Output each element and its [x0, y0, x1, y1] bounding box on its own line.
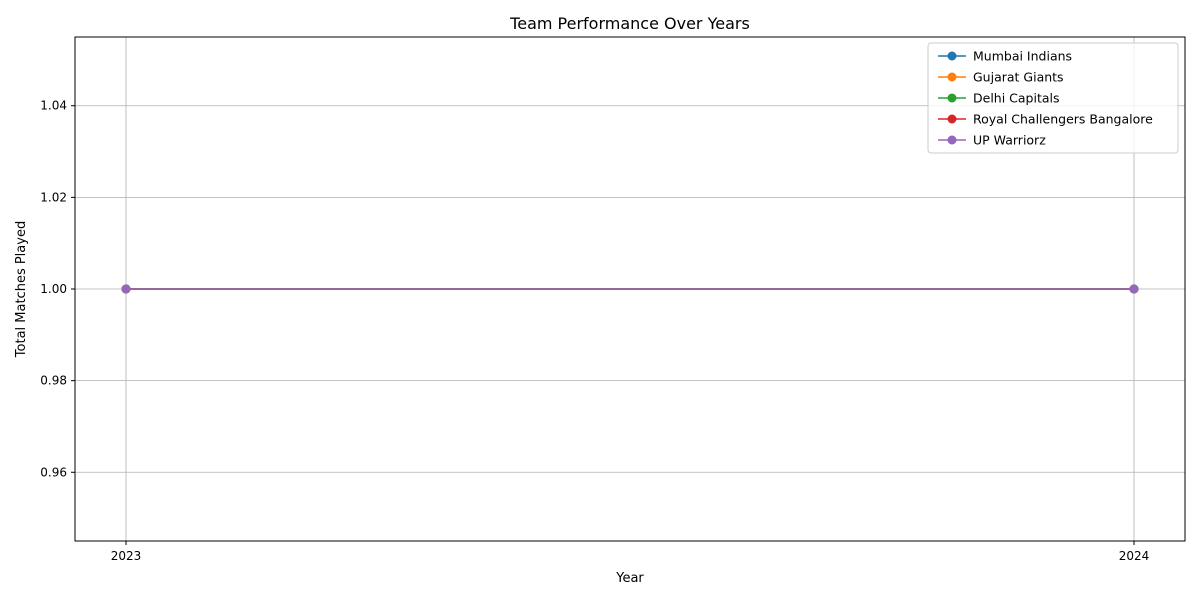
data-point [121, 284, 131, 294]
y-axis-label: Total Matches Played [14, 221, 29, 358]
x-tick-label: 2024 [1119, 549, 1150, 563]
chart-title: Team Performance Over Years [509, 14, 750, 33]
legend-label: UP Warriorz [973, 133, 1046, 148]
legend-label: Mumbai Indians [973, 49, 1072, 64]
legend-label: Delhi Capitals [973, 91, 1060, 106]
y-axis: 0.96 0.98 1.00 1.02 1.04 [40, 99, 75, 479]
legend-marker [947, 72, 957, 82]
y-tick-label: 1.00 [40, 282, 67, 296]
y-tick-label: 1.04 [40, 99, 67, 113]
legend-marker [947, 93, 957, 103]
legend-label: Royal Challengers Bangalore [973, 112, 1153, 127]
y-tick-label: 0.98 [40, 374, 67, 388]
y-tick-label: 1.02 [40, 190, 67, 204]
legend-marker [947, 51, 957, 61]
legend-entry: Mumbai Indians [938, 49, 1072, 64]
legend-entry: Royal Challengers Bangalore [938, 112, 1153, 127]
series-lines [121, 284, 1139, 294]
legend-marker [947, 114, 957, 124]
x-tick-label: 2023 [111, 549, 142, 563]
y-tick-label: 0.96 [40, 465, 67, 479]
legend-box [927, 42, 1179, 154]
legend: Mumbai Indians Gujarat Giants Delhi Capita… [927, 42, 1179, 154]
legend-marker [947, 135, 957, 145]
legend-entry: Gujarat Giants [938, 70, 1064, 85]
data-point [1129, 284, 1139, 294]
x-axis-label: Year [615, 571, 644, 586]
x-axis: 2023 2024 [111, 541, 1150, 563]
legend-entry: Delhi Capitals [938, 91, 1060, 106]
legend-label: Gujarat Giants [973, 70, 1064, 85]
legend-entry: UP Warriorz [938, 133, 1046, 148]
series-4 [121, 284, 1139, 294]
